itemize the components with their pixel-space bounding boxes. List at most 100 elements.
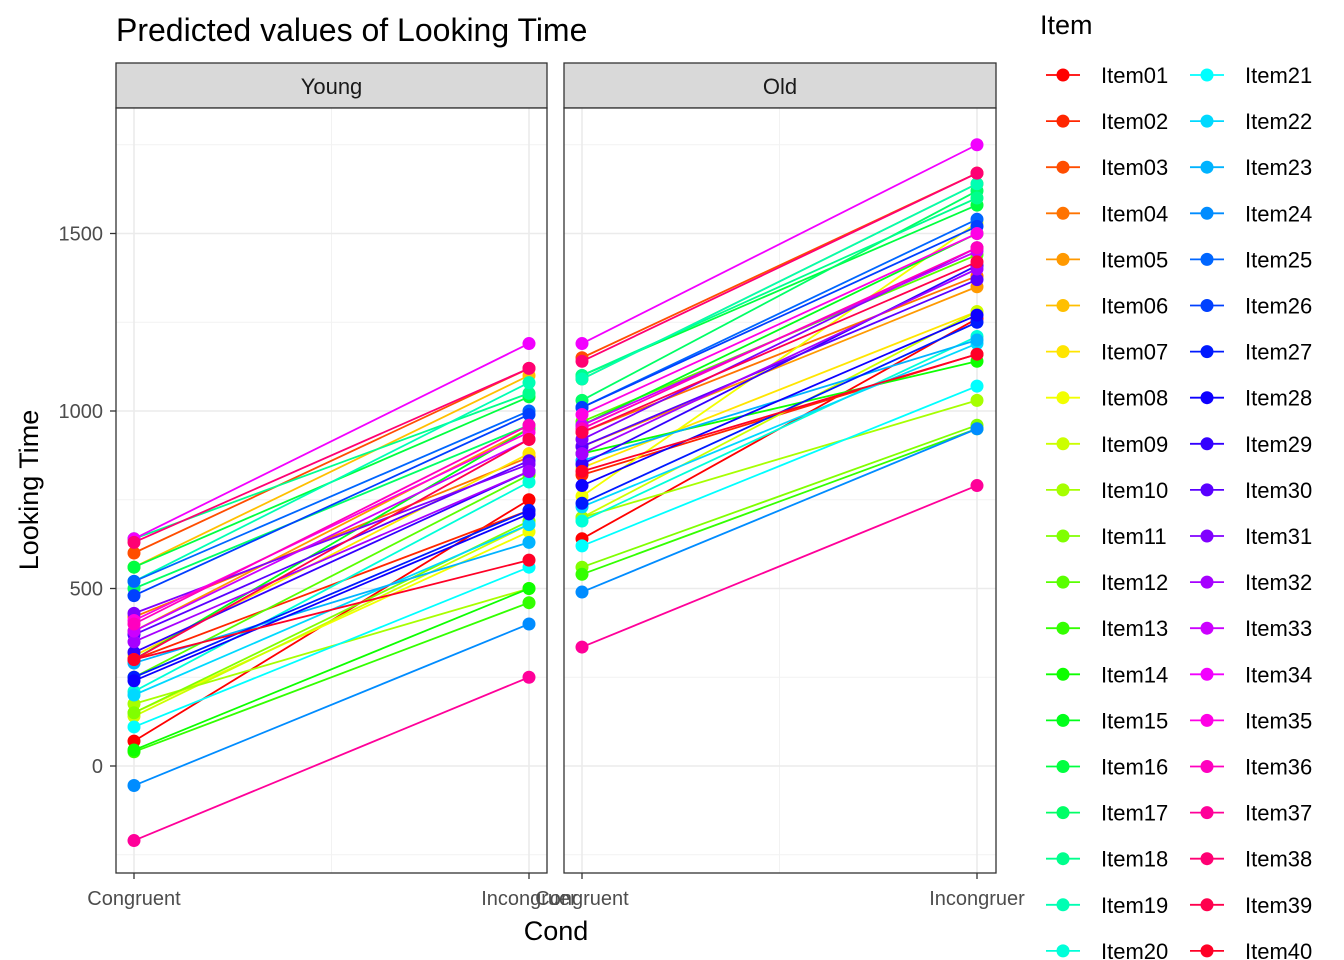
data-point <box>970 379 984 393</box>
legend-key-point <box>1056 252 1070 266</box>
legend-key-point <box>1200 529 1214 543</box>
legend-key-point <box>1200 206 1214 220</box>
legend-key-point <box>1056 529 1070 543</box>
data-point <box>127 779 141 793</box>
y-tick-label: 500 <box>70 579 103 601</box>
legend-label: Item01 <box>1101 63 1168 88</box>
legend-item-item40: Item40 <box>1190 939 1312 960</box>
legend-label: Item15 <box>1101 708 1168 733</box>
series-line <box>581 278 978 448</box>
data-point <box>970 347 984 361</box>
series-line <box>133 431 530 622</box>
data-point <box>575 567 589 581</box>
legend-item-item35: Item35 <box>1190 708 1312 733</box>
x-tick-label: Congruent <box>535 888 629 910</box>
legend-item-item21: Item21 <box>1190 63 1312 88</box>
series-item37-young <box>127 670 536 848</box>
series-line <box>581 232 978 416</box>
legend-label: Item07 <box>1101 340 1168 365</box>
series-line <box>133 509 530 679</box>
series-line <box>581 143 978 345</box>
series-line <box>581 314 978 487</box>
series-line <box>133 601 530 753</box>
series-line <box>133 470 530 643</box>
data-point <box>575 464 589 478</box>
series-line <box>581 427 978 593</box>
series-line <box>133 438 530 632</box>
data-point <box>522 582 536 595</box>
legend-key-point <box>1200 68 1214 82</box>
legend-label: Item34 <box>1245 662 1312 687</box>
data-point <box>522 553 536 567</box>
data-point <box>575 479 589 493</box>
series-line <box>133 438 530 661</box>
legend-item-item30: Item30 <box>1190 478 1312 503</box>
data-point <box>575 447 589 461</box>
legend-label: Item35 <box>1245 708 1312 733</box>
legend-key-point <box>1056 667 1070 681</box>
series-item40-old <box>575 347 984 478</box>
series-line <box>133 427 530 661</box>
series-line <box>133 424 530 590</box>
legend-label: Item05 <box>1101 247 1168 272</box>
data-point <box>575 496 589 510</box>
series-line <box>133 587 530 751</box>
data-point <box>522 518 536 532</box>
legend-label: Item19 <box>1101 893 1168 918</box>
legend-label: Item25 <box>1245 247 1312 272</box>
legend-label: Item21 <box>1245 63 1312 88</box>
data-point <box>127 720 141 734</box>
data-point <box>522 418 536 432</box>
series-line <box>133 424 530 625</box>
series-line <box>133 427 530 632</box>
series-line <box>581 335 978 522</box>
legend-label: Item27 <box>1245 340 1312 365</box>
series-item28-young <box>127 507 536 688</box>
series-item34-old <box>575 138 984 351</box>
legend-item-item34: Item34 <box>1190 662 1312 687</box>
series-line <box>133 413 530 597</box>
legend-label: Item20 <box>1101 939 1168 960</box>
series-item14-young <box>127 582 536 757</box>
legend-item-item10: Item10 <box>1046 478 1168 503</box>
series-line <box>581 225 978 409</box>
data-point <box>127 560 141 574</box>
data-point <box>970 227 984 240</box>
legend-key-point <box>1200 483 1214 497</box>
legend-label: Item10 <box>1101 478 1168 503</box>
series-line <box>581 218 978 409</box>
legend-item-item20: Item20 <box>1046 939 1168 960</box>
series-line <box>581 385 978 547</box>
data-point <box>575 585 589 599</box>
legend-label: Item32 <box>1245 570 1312 595</box>
series-item19-old <box>575 177 984 386</box>
legend-key-point <box>1200 852 1214 866</box>
data-point <box>970 479 984 493</box>
legend-key-point <box>1056 437 1070 451</box>
legend-item-item31: Item31 <box>1190 524 1312 549</box>
data-point <box>127 635 141 649</box>
series-line <box>133 367 530 544</box>
legend-key-point <box>1200 160 1214 174</box>
facet-panels: Young Old <box>115 62 997 874</box>
legend-key-point <box>1056 206 1070 220</box>
series-line <box>581 310 978 469</box>
series-item38-young <box>127 361 536 549</box>
series-item40-young <box>127 553 536 666</box>
legend-key-point <box>1200 114 1214 128</box>
y-tick-label: 1000 <box>59 401 104 423</box>
legend-label: Item06 <box>1101 294 1168 319</box>
data-point <box>575 337 589 351</box>
legend: Item01 Item02 Item03 Item04 Item05 Item06 Item… <box>1046 63 1312 960</box>
data-point <box>127 535 141 549</box>
series-line <box>133 676 530 842</box>
data-point <box>522 464 536 478</box>
legend-item-item02: Item02 <box>1046 109 1168 134</box>
legend-key-point <box>1200 944 1214 958</box>
data-point <box>970 255 984 269</box>
series-line <box>133 392 530 540</box>
legend-label: Item30 <box>1245 478 1312 503</box>
data-point <box>522 376 536 390</box>
data-point <box>127 617 141 631</box>
series-line <box>581 232 978 427</box>
